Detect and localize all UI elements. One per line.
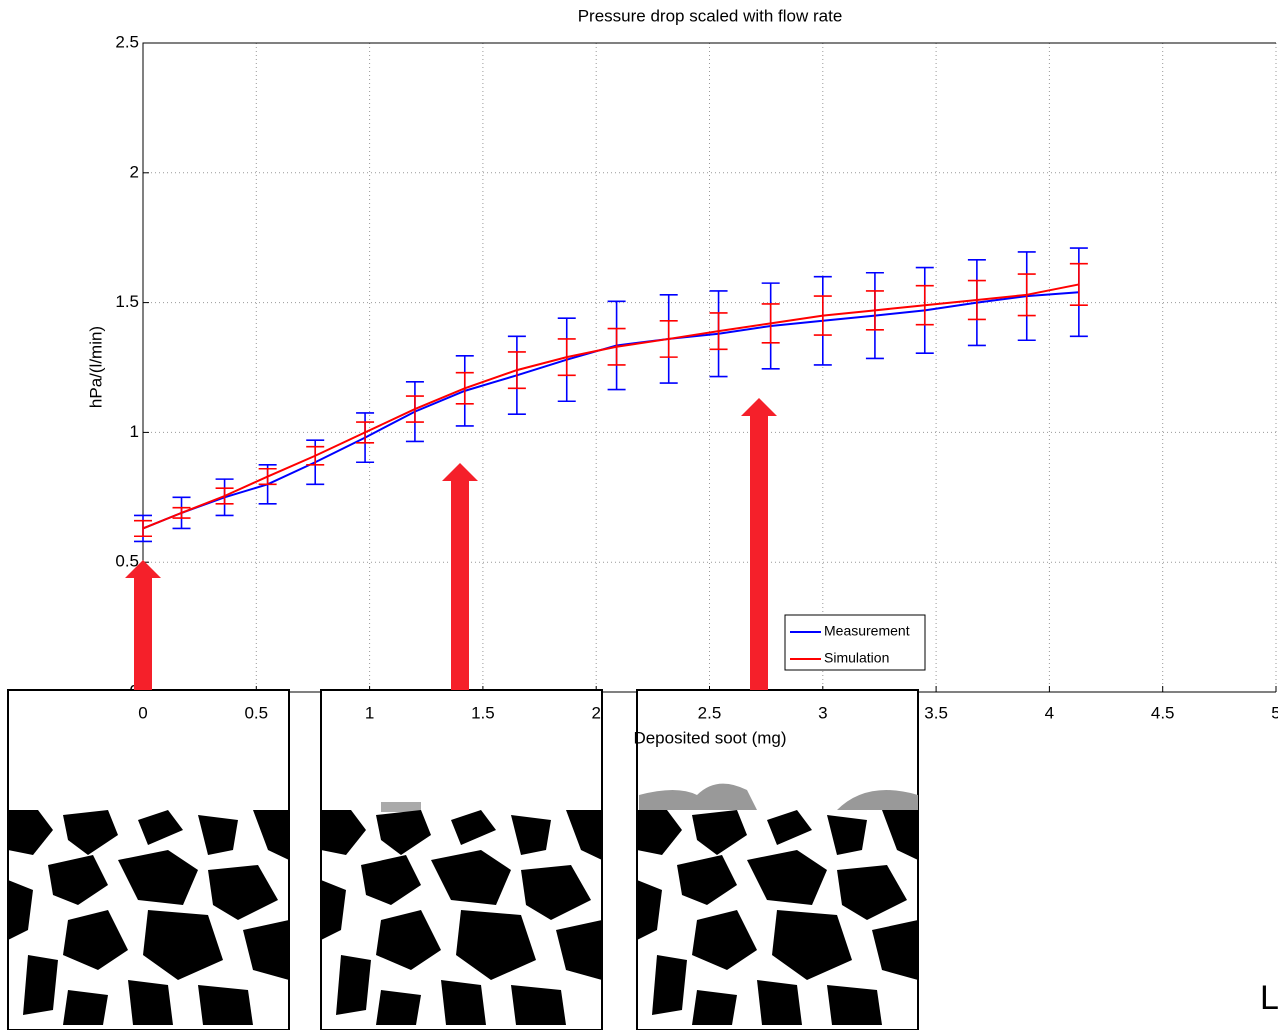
error-bar [659,319,678,358]
error-bar [761,303,780,344]
error-bar [172,506,191,519]
error-bar [215,487,234,505]
x-tick-label: 5 [1271,703,1278,722]
error-bar [455,371,474,405]
error-bar [405,395,424,423]
error-bar [134,519,152,538]
error-bar [915,284,934,326]
y-tick-label: 1 [130,422,139,441]
error-bar [709,312,728,351]
image-panel [320,689,603,1031]
x-tick-label: 2 [591,703,600,722]
corner-label: L [1260,979,1278,1017]
soot [381,802,421,812]
error-bar [865,290,884,331]
legend-label: Simulation [824,650,889,666]
x-tick-label: 2.5 [698,703,722,722]
error-bar [967,279,986,321]
x-tick-label: 3.5 [924,703,948,722]
x-tick-label: 1 [365,703,374,722]
y-axis-label: hPa/(l/min) [86,326,105,408]
x-axis-label: Deposited soot (mg) [633,728,786,747]
x-tick-label: 3 [818,703,827,722]
image-panel [7,689,290,1031]
error-bar [356,421,375,444]
error-bar [813,295,832,336]
soot [639,783,918,810]
chart-title: Pressure drop scaled with flow rate [578,6,843,25]
series-line [142,283,1080,530]
tick-layer: Deposited soot (mg) 0 0.5 1 1.5 2 2.5 3 3.5 4 4.5 5 [138,703,1278,747]
error-bar [258,467,277,486]
arrow [442,463,478,690]
x-tick-label: 4.5 [1151,703,1175,722]
x-tick-label: 1.5 [471,703,495,722]
series-line [142,291,1079,530]
arrows [125,398,777,690]
error-bar [507,351,526,390]
y-tick-label: 2 [130,162,139,181]
image-panels [7,689,919,1031]
x-tick-label: 0.5 [244,703,268,722]
x-tick-label: 4 [1045,703,1054,722]
plot-area: Pressure drop scaled with flow rate hPa/(… [86,6,1277,700]
error-bar [557,338,576,377]
legend-label: Measurement [824,623,910,639]
error-bar [306,445,325,466]
legend-box [784,614,926,671]
arrow [741,398,777,690]
image-panel [636,689,919,1031]
y-tick-label: 0.5 [115,552,139,571]
error-bar [1069,262,1088,306]
y-tick-label: 2.5 [115,32,139,51]
error-bar [1017,273,1036,317]
error-bar [607,327,626,366]
x-tick-label: 0 [138,703,147,722]
y-tick-label: 1.5 [115,292,139,311]
arrow [125,560,161,690]
